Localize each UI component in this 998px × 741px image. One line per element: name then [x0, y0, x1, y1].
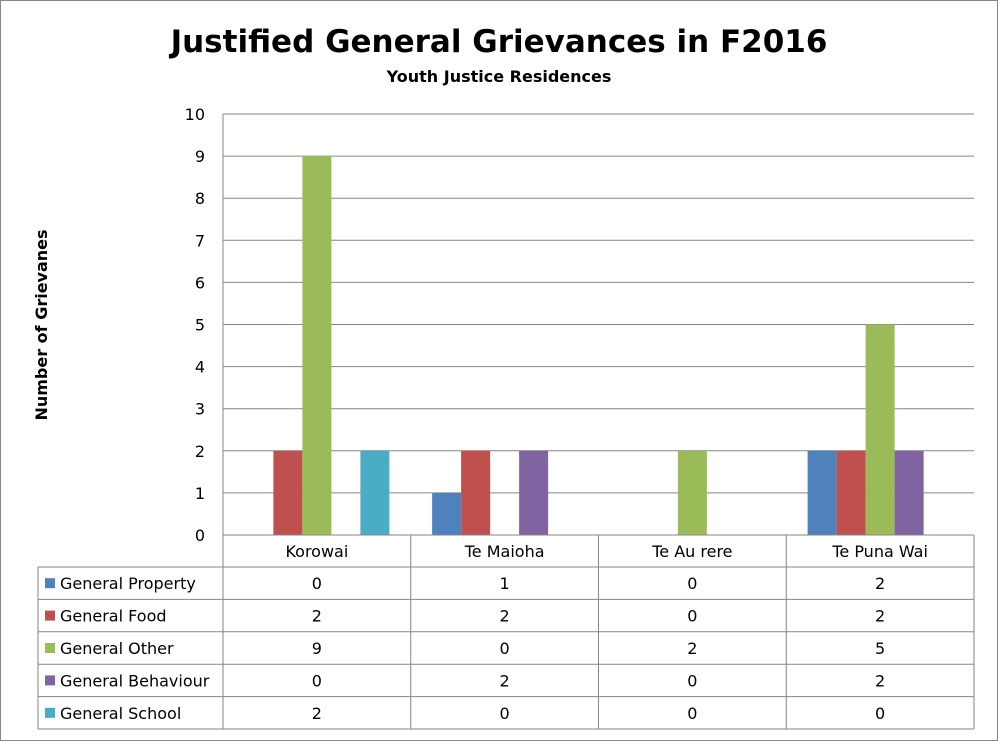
bar-te-maioha-general-behaviour [519, 450, 549, 535]
data-label-general-behaviour-korowai: 0 [312, 671, 322, 690]
y-tick-label-9: 9 [195, 147, 205, 166]
category-label-te-au-rere: Te Au rere [651, 542, 732, 561]
data-label-general-property-te-au-rere: 0 [687, 574, 697, 593]
data-table: Korowai Te Maioha Te Au rere Te Puna Wai Gen… [37, 534, 975, 730]
y-tick-label-6: 6 [195, 273, 205, 292]
chart-title: Justified General Grievances in F2016 [169, 24, 828, 60]
y-tick-label-7: 7 [195, 231, 205, 250]
data-label-general-food-te-maioha: 2 [500, 607, 510, 626]
bar-te-maioha-general-property [432, 492, 462, 535]
data-label-general-school-te-puna-wai: 0 [875, 704, 885, 723]
y-tick-label-8: 8 [195, 189, 205, 208]
y-tick-label-4: 4 [195, 358, 205, 377]
bar-te-puna-wai-general-property [807, 450, 837, 535]
y-tick-label-5: 5 [195, 316, 205, 335]
legend-swatch-general-behaviour [45, 675, 55, 686]
data-label-general-other-te-maioha: 0 [500, 639, 510, 658]
data-label-general-other-te-puna-wai: 5 [875, 639, 885, 658]
bar-te-maioha-general-food [461, 450, 491, 535]
legend-label-general-property: General Property [60, 574, 196, 593]
data-label-general-behaviour-te-puna-wai: 2 [875, 671, 885, 690]
legend-label-general-school: General School [60, 704, 181, 723]
data-label-general-behaviour-te-maioha: 2 [500, 671, 510, 690]
bar-te-au-rere-general-other [677, 450, 707, 535]
bar-korowai-general-school [360, 450, 390, 535]
category-label-korowai: Korowai [285, 542, 348, 561]
legend-swatch-general-other [45, 643, 55, 653]
data-label-general-food-te-puna-wai: 2 [875, 607, 885, 626]
bar-te-puna-wai-general-behaviour [894, 450, 924, 535]
y-axis-label: Number of Grievanes [32, 229, 51, 420]
data-label-general-other-korowai: 9 [312, 639, 322, 658]
y-tick-label-2: 2 [195, 442, 205, 461]
chart-subtitle: Youth Justice Residences [386, 67, 612, 86]
bar-te-puna-wai-general-food [836, 450, 866, 535]
data-label-general-food-korowai: 2 [312, 607, 322, 626]
data-label-general-food-te-au-rere: 0 [687, 607, 697, 626]
bar-korowai-general-food [273, 450, 303, 535]
data-label-general-school-te-au-rere: 0 [687, 704, 697, 723]
data-label-general-property-korowai: 0 [312, 574, 322, 593]
data-label-general-property-te-maioha: 1 [500, 574, 510, 593]
data-label-general-behaviour-te-au-rere: 0 [687, 671, 697, 690]
gridlines [222, 113, 974, 536]
legend-swatch-general-school [45, 707, 55, 718]
data-label-general-school-korowai: 2 [312, 704, 322, 723]
y-axis-ticks: 0 1 2 3 4 5 6 7 8 9 10 [185, 105, 205, 545]
y-tick-label-10: 10 [185, 105, 205, 124]
y-tick-label-3: 3 [195, 400, 205, 419]
y-tick-label-1: 1 [195, 484, 205, 503]
bar-korowai-general-other [302, 156, 332, 535]
data-label-general-other-te-au-rere: 2 [687, 639, 697, 658]
y-tick-label-0: 0 [195, 526, 205, 545]
legend-label-general-food: General Food [60, 607, 167, 626]
legend-label-general-behaviour: General Behaviour [60, 671, 210, 690]
category-label-te-puna-wai: Te Puna Wai [831, 542, 928, 561]
bar-te-puna-wai-general-other [865, 324, 895, 535]
legend-swatch-general-food [45, 610, 55, 621]
category-label-te-maioha: Te Maioha [464, 542, 545, 561]
data-label-general-property-te-puna-wai: 2 [875, 574, 885, 593]
legend-swatch-general-property [45, 578, 55, 589]
bars [273, 156, 924, 535]
data-label-general-school-te-maioha: 0 [500, 704, 510, 723]
legend-label-general-other: General Other [60, 639, 174, 658]
